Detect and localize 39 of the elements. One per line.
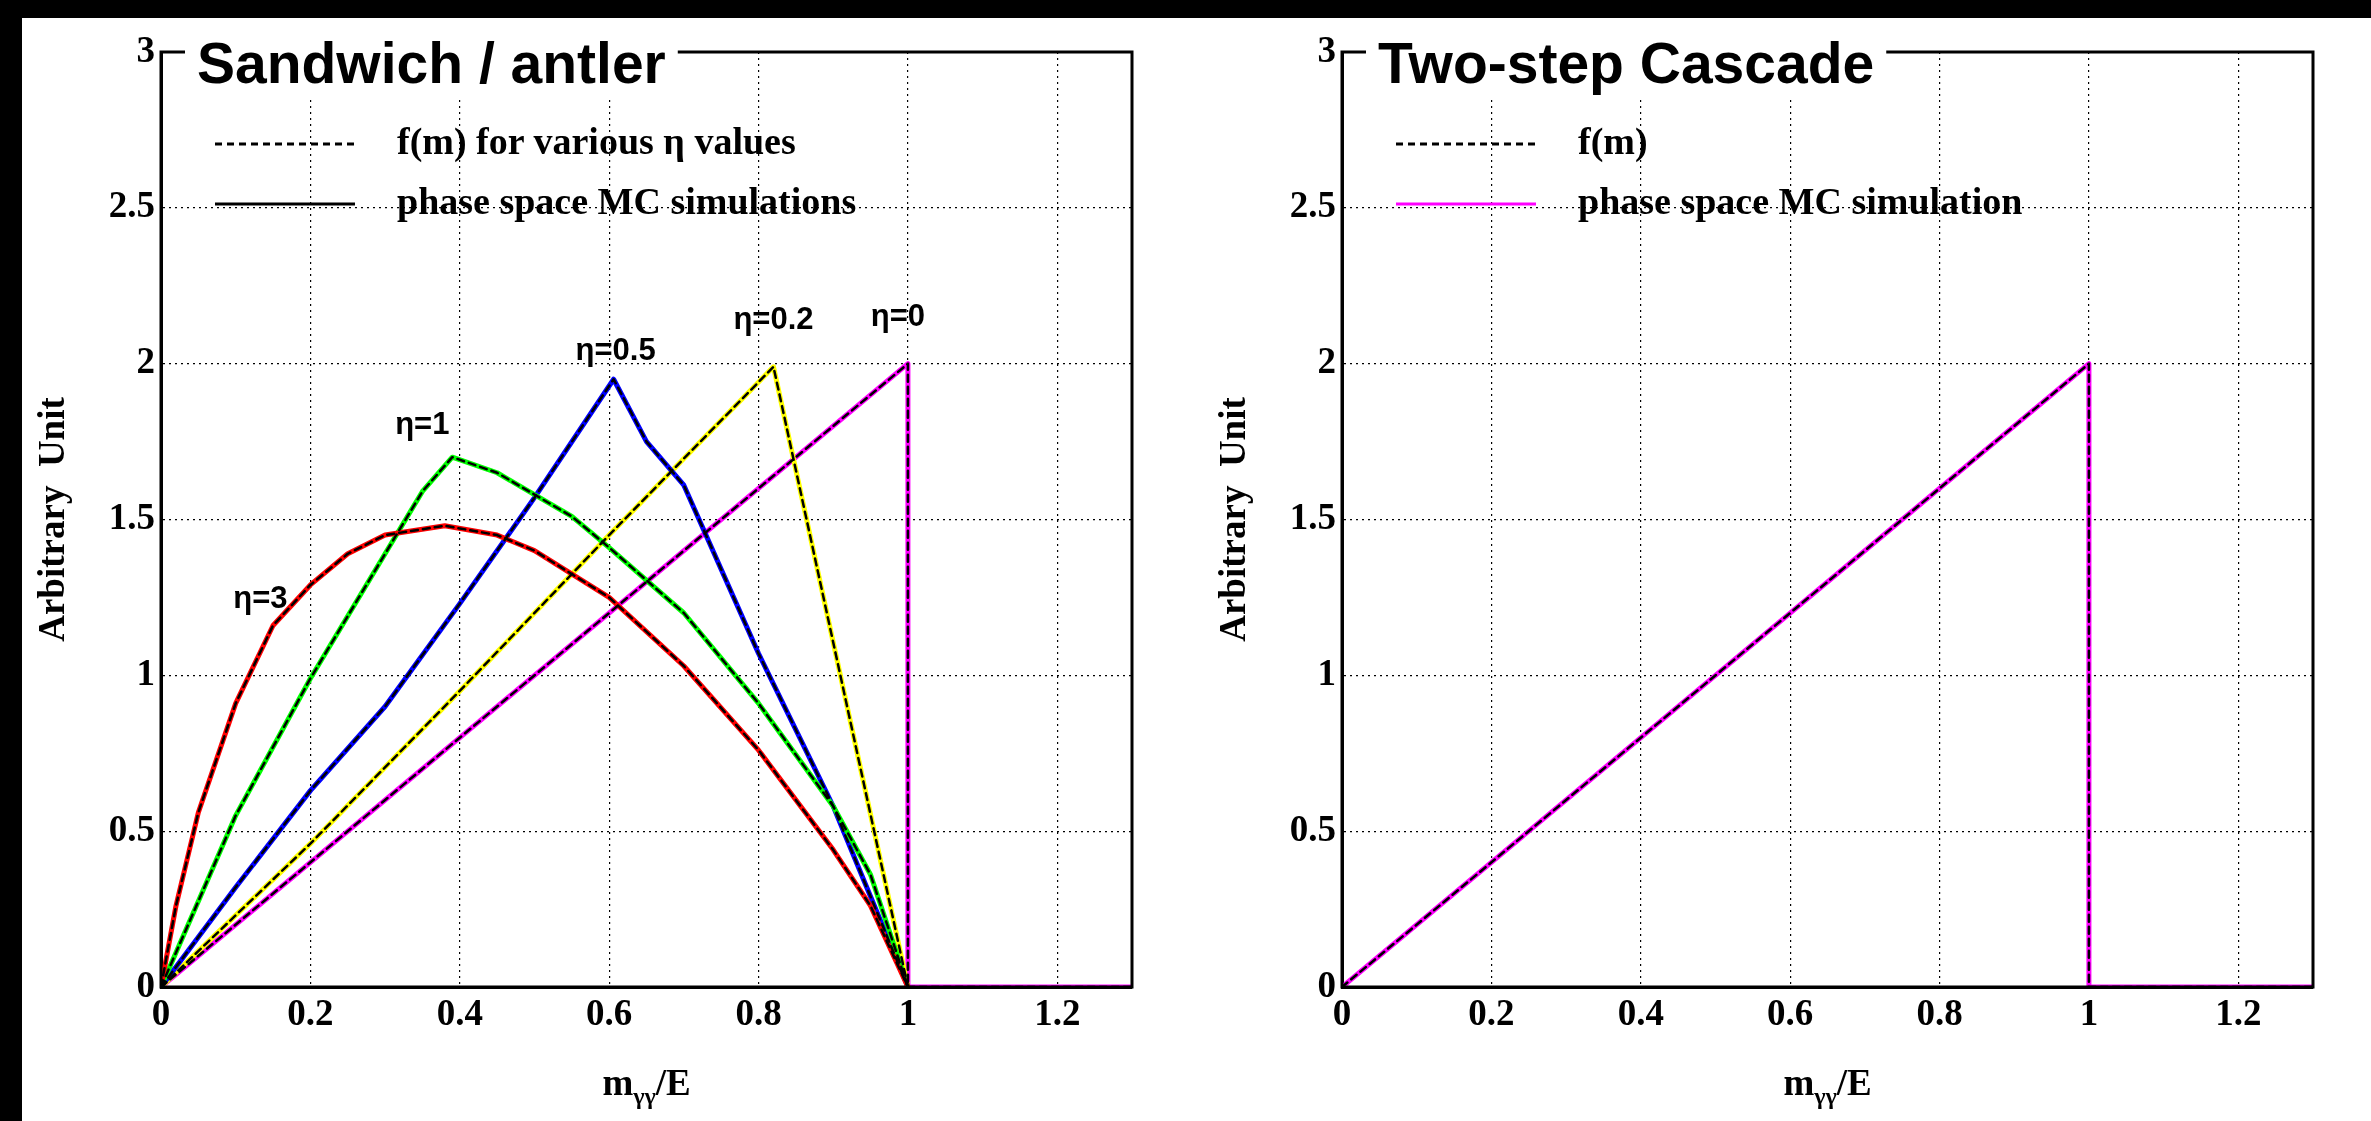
x-tick-label: 1 — [2079, 991, 2099, 1033]
y-axis-title: Arbitrary Unit — [1212, 396, 1253, 642]
annotation: η=3 — [233, 580, 288, 616]
y-axis-title: Arbitrary Unit — [31, 396, 72, 642]
legend-label: phase space MC simulations — [397, 179, 857, 222]
y-tick-label: 3 — [136, 28, 155, 70]
legend-label: f(m) for various η values — [397, 119, 796, 163]
legend-label: phase space MC simulation — [1578, 179, 2023, 222]
annotation: η=0.2 — [733, 301, 814, 337]
annotation: η=0.5 — [575, 331, 656, 367]
x-tick-label: 0.6 — [1767, 991, 1814, 1033]
y-tick-label: 3 — [1317, 28, 1336, 70]
y-tick-label: 1.5 — [108, 496, 155, 538]
y-tick-label: 2.5 — [1289, 184, 1336, 226]
x-tick-label: 0.6 — [586, 991, 633, 1033]
chart-title: Sandwich / antler — [197, 31, 666, 95]
x-tick-label: 0.2 — [1468, 991, 1515, 1033]
y-tick-label: 2.5 — [108, 184, 155, 226]
x-tick-label: 0.2 — [287, 991, 334, 1033]
x-tick-label: 0.8 — [735, 991, 782, 1033]
y-tick-label: 1 — [1317, 651, 1336, 693]
y-tick-label: 0 — [136, 963, 155, 1005]
x-tick-label: 1 — [898, 991, 918, 1033]
y-tick-label: 2 — [1317, 340, 1336, 382]
x-tick-label: 0.8 — [1916, 991, 1963, 1033]
y-tick-label: 0.5 — [1289, 807, 1336, 849]
legend-label: f(m) — [1578, 119, 1648, 163]
x-tick-label: 1.2 — [1034, 991, 1081, 1033]
chart-title: Two-step Cascade — [1378, 31, 1875, 95]
y-tick-label: 1 — [136, 651, 155, 693]
annotation: η=1 — [395, 405, 450, 441]
x-tick-label: 1.2 — [2215, 991, 2262, 1033]
x-tick-label: 0.4 — [436, 991, 483, 1033]
y-tick-label: 2 — [136, 340, 155, 382]
y-tick-label: 1.5 — [1289, 496, 1336, 538]
y-tick-label: 0.5 — [108, 807, 155, 849]
y-tick-label: 0 — [1317, 963, 1336, 1005]
x-tick-label: 0.4 — [1617, 991, 1664, 1033]
annotation: η=0 — [870, 298, 926, 334]
